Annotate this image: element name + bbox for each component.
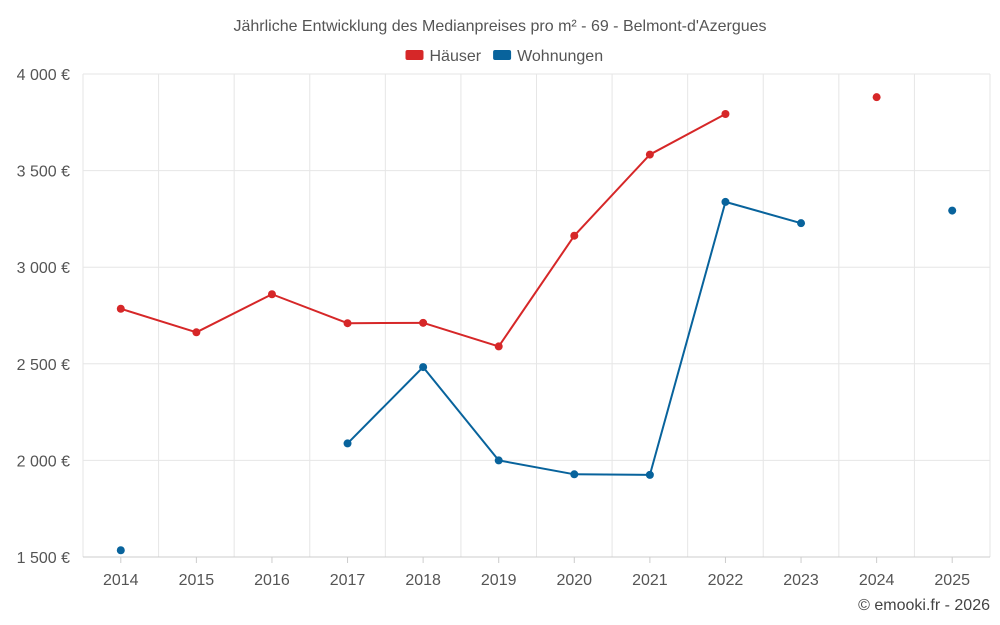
x-tick-label: 2021 <box>632 572 668 589</box>
data-point-häuser <box>494 342 503 351</box>
x-axis-ticks: 2014 2015 2016 2017 2018 2019 2020 2021 2022 2023… <box>103 557 970 589</box>
data-point-häuser <box>645 150 654 159</box>
credit-text: © emooki.fr - 2026 <box>858 597 990 614</box>
y-tick-label: 3 000 € <box>17 260 70 277</box>
y-axis-ticks: 1 500 € 2 000 € 2 500 € 3 000 € 3 500 € 4 000… <box>17 67 70 567</box>
data-point-häuser <box>116 304 125 313</box>
x-tick-label: 2019 <box>481 572 517 589</box>
grid <box>82 73 991 558</box>
x-tick-label: 2014 <box>103 572 139 589</box>
chart-title: Jährliche Entwicklung des Medianpreises … <box>233 18 766 35</box>
data-point-häuser <box>267 290 276 299</box>
series-häuser <box>116 93 881 351</box>
legend-label-häuser: Häuser <box>430 48 482 65</box>
x-tick-label: 2017 <box>330 572 366 589</box>
data-point-wohnungen <box>948 206 957 215</box>
x-tick-label: 2023 <box>783 572 819 589</box>
data-point-häuser <box>721 109 730 118</box>
series-group <box>116 93 957 555</box>
x-tick-label: 2020 <box>556 572 592 589</box>
y-tick-label: 3 500 € <box>17 164 70 181</box>
series-line-wohnungen <box>346 200 802 476</box>
y-tick-label: 2 000 € <box>17 453 70 470</box>
y-tick-label: 1 500 € <box>17 550 70 567</box>
x-tick-label: 2015 <box>179 572 215 589</box>
data-point-häuser <box>570 231 579 240</box>
data-point-wohnungen <box>343 439 352 448</box>
y-tick-label: 2 500 € <box>17 357 70 374</box>
series-wohnungen <box>116 197 957 555</box>
x-tick-label: 2022 <box>708 572 744 589</box>
data-point-wohnungen <box>116 546 125 555</box>
x-tick-label: 2018 <box>405 572 441 589</box>
series-line-häuser <box>120 113 726 348</box>
data-point-häuser <box>192 328 201 337</box>
data-point-häuser <box>419 318 428 327</box>
x-tick-label: 2024 <box>859 572 895 589</box>
legend-label-wohnungen: Wohnungen <box>517 48 603 65</box>
data-point-wohnungen <box>419 363 428 372</box>
x-tick-label: 2025 <box>934 572 970 589</box>
data-point-wohnungen <box>645 470 654 479</box>
data-point-wohnungen <box>494 456 503 465</box>
legend: Häuser Wohnungen <box>405 48 603 65</box>
legend-swatch-wohnungen <box>493 50 512 60</box>
data-point-wohnungen <box>797 219 806 228</box>
x-tick-label: 2016 <box>254 572 290 589</box>
data-point-wohnungen <box>721 197 730 206</box>
data-point-häuser <box>343 319 352 328</box>
data-point-wohnungen <box>570 470 579 479</box>
data-point-häuser <box>872 93 881 102</box>
y-tick-label: 4 000 € <box>17 67 70 84</box>
legend-swatch-häuser <box>405 50 424 60</box>
